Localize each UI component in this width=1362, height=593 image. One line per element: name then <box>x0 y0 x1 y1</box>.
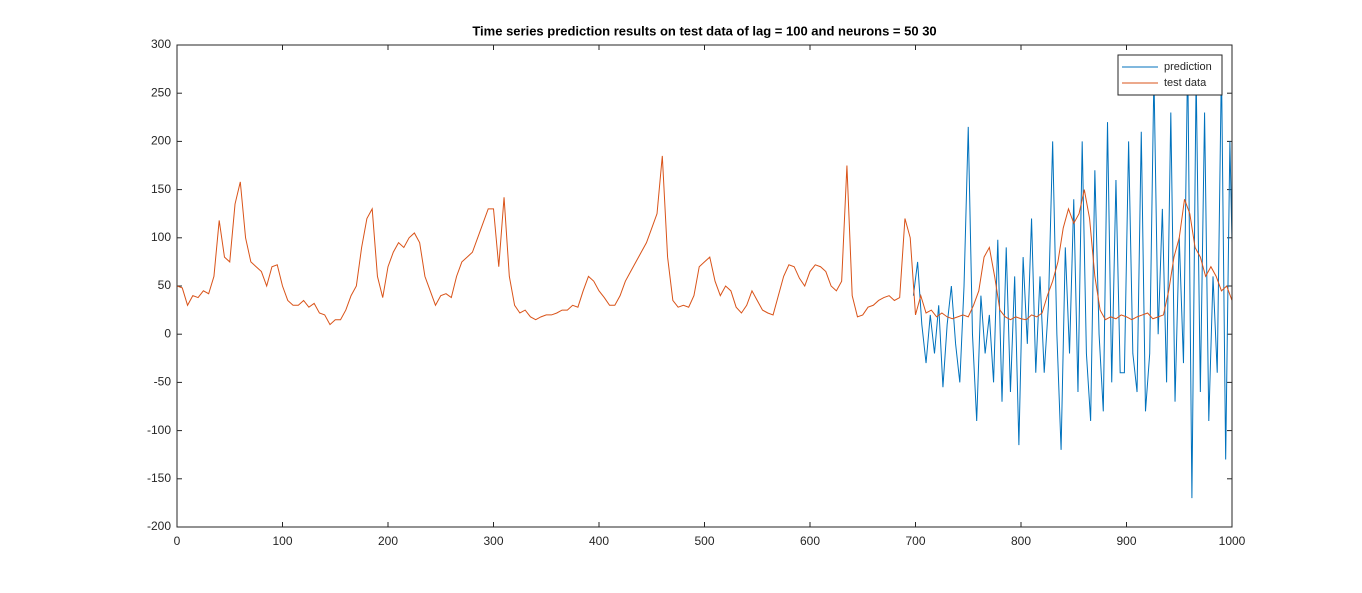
y-tick-label: -100 <box>147 423 171 437</box>
x-tick-label: 100 <box>272 534 292 548</box>
plot-area <box>177 45 1232 527</box>
x-tick-label: 800 <box>1011 534 1031 548</box>
y-tick-label: 300 <box>151 37 171 51</box>
x-tick-label: 200 <box>378 534 398 548</box>
y-tick-label: 150 <box>151 182 171 196</box>
y-tick-label: -50 <box>154 375 172 389</box>
y-tick-label: -150 <box>147 471 171 485</box>
chart-title: Time series prediction results on test d… <box>472 23 936 38</box>
x-tick-label: 500 <box>694 534 714 548</box>
legend-box <box>1117 54 1223 96</box>
x-tick-label: 900 <box>1116 534 1136 548</box>
x-tick-label: 300 <box>483 534 503 548</box>
x-tick-label: 600 <box>800 534 820 548</box>
x-tick-label: 1000 <box>1219 534 1246 548</box>
legend-label: test data <box>1164 77 1207 89</box>
y-tick-label: 100 <box>151 230 171 244</box>
series-line <box>177 155 1232 326</box>
x-tick-label: 700 <box>905 534 925 548</box>
y-tick-label: 200 <box>151 134 171 148</box>
series-line <box>912 54 1232 499</box>
y-tick-label: 50 <box>158 278 172 292</box>
x-tick-label: 400 <box>589 534 609 548</box>
y-tick-label: -200 <box>147 519 171 533</box>
axes-box <box>176 44 1233 528</box>
y-tick-label: 250 <box>151 85 171 99</box>
legend-label: prediction <box>1164 61 1212 73</box>
y-tick-label: 0 <box>164 326 171 340</box>
x-tick-label: 0 <box>174 534 181 548</box>
